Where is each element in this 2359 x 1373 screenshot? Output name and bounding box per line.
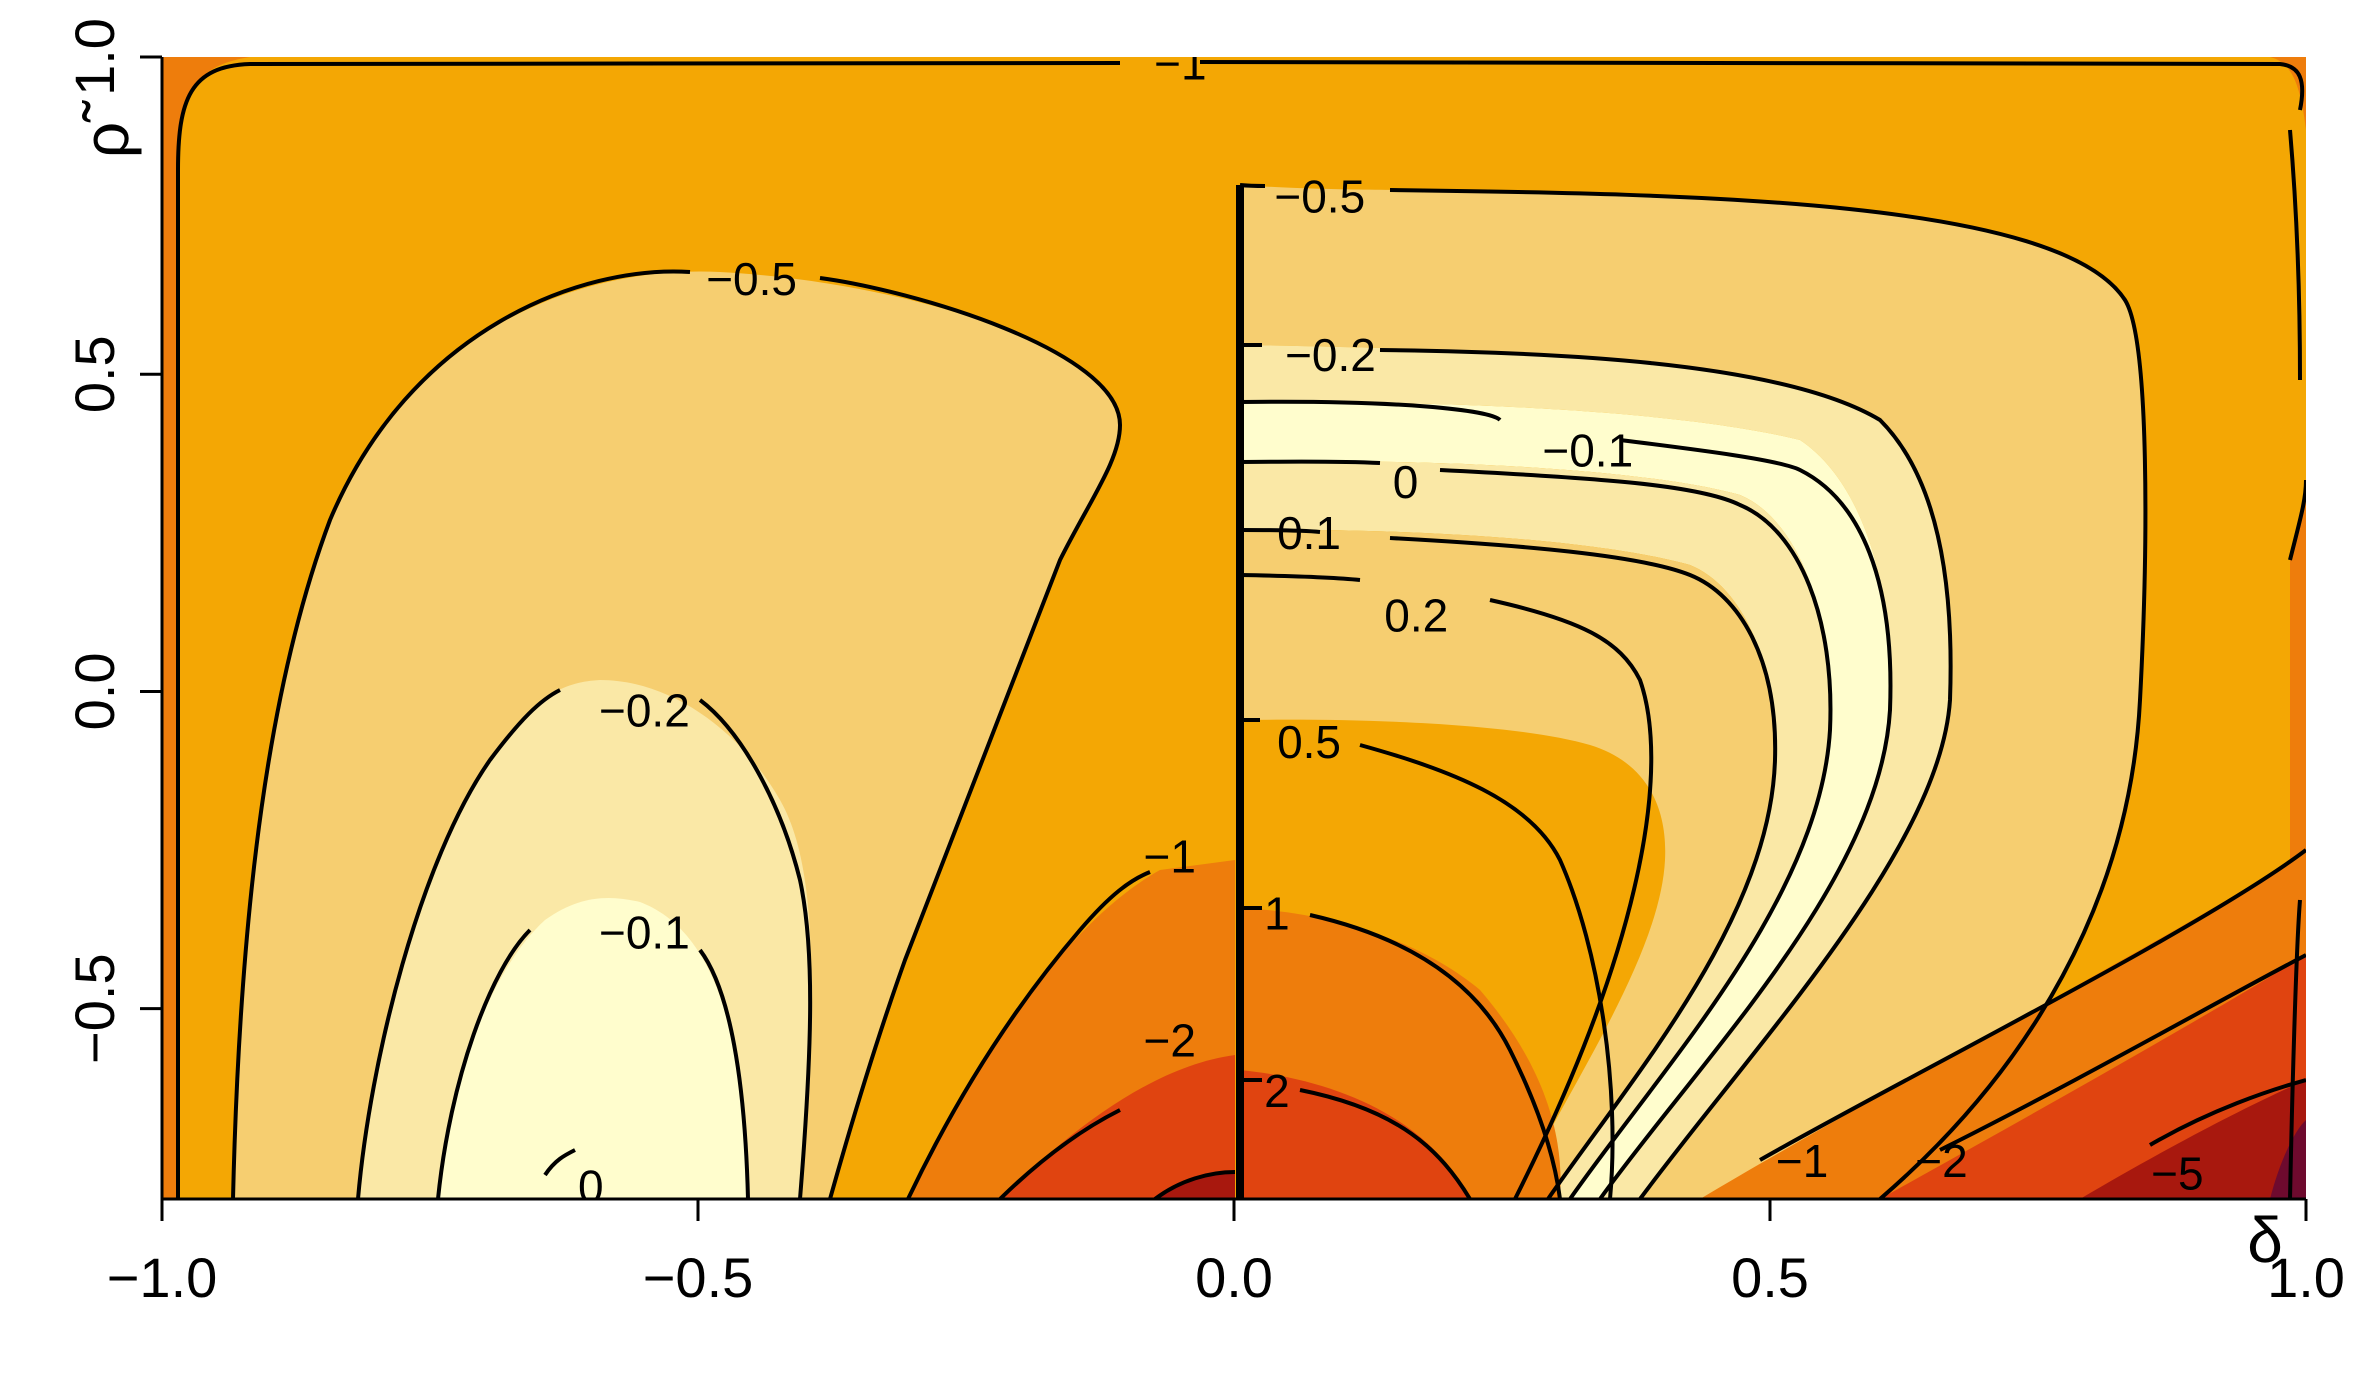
region-right-light-2: [1240, 529, 1776, 1199]
contour-label: −0.1: [599, 907, 690, 959]
contour-line: [2288, 479, 2306, 561]
contour-label: 2: [1264, 1065, 1290, 1117]
region-corner-darkred: [2080, 1080, 2306, 1199]
contour-line: [543, 1148, 576, 1177]
contour-label: 0.1: [1277, 507, 1341, 559]
y-tick-label: −0.5: [63, 953, 126, 1064]
contour-line: [1439, 468, 1833, 1199]
contour-line: [2288, 129, 2302, 381]
contour-line: [1239, 399, 1502, 422]
contour-label: −5: [2151, 1148, 2203, 1200]
contour-label: −2: [1915, 1135, 1967, 1187]
y-tick-label: 0.0: [63, 653, 126, 731]
x-tick-label: 0.0: [1195, 1246, 1273, 1309]
contour-line: [1489, 598, 1654, 1199]
contour-line: [1239, 528, 1321, 534]
contour-lines: [176, 60, 2306, 1199]
region-right-pale-2: [1240, 461, 1831, 1199]
contour-label: −2: [1143, 1014, 1195, 1066]
contour-label: 0: [1393, 456, 1419, 508]
contour-line: [1299, 1088, 1472, 1199]
region-middle-darkred: [1155, 1172, 1235, 1199]
contour-line: [1759, 848, 2306, 1162]
contour-line: [231, 269, 691, 1199]
contour-line: [176, 61, 1121, 1199]
contour-line: [906, 870, 1151, 1199]
contour-label: −1: [1776, 1135, 1828, 1187]
x-axis-ticks: −1.0 −0.5 0.0 0.5 1.0: [107, 1199, 2345, 1309]
contour-line: [698, 948, 750, 1199]
contour-line: [1199, 60, 2305, 111]
contour-line: [998, 1108, 1121, 1199]
contour-line: [1239, 459, 1381, 465]
contour-line: [1239, 573, 1361, 582]
x-tick-label: 0.5: [1731, 1246, 1809, 1309]
contour-label: 0: [578, 1160, 604, 1212]
contour-label: −1: [1143, 830, 1195, 882]
region-right-red: [1240, 1070, 1470, 1199]
contour-label: −0.5: [706, 253, 797, 305]
y-axis-ticks: −0.5 0.0 0.5 1.0: [63, 18, 162, 1064]
contour-line: [1389, 536, 1778, 1199]
contour-line: [1389, 188, 2148, 1199]
y-axis-label: ρ̃: [70, 100, 142, 158]
contour-label: −0.2: [1285, 329, 1376, 381]
contour-label: −0.2: [599, 684, 690, 736]
contour-line: [1598, 438, 1893, 1199]
contour-line: [1359, 743, 1615, 1199]
contour-label: 0.5: [1277, 716, 1341, 768]
region-left-lobe-palest: [438, 897, 748, 1199]
region-corner-darkest: [2270, 1120, 2306, 1199]
region-corner-orange: [1700, 480, 2306, 1199]
y-tick-label: 1.0: [63, 18, 126, 96]
x-tick-label: −0.5: [643, 1246, 754, 1309]
contour-line: [1939, 953, 2306, 1152]
contour-label: −1: [1154, 37, 1206, 89]
contour-line: [1379, 348, 1953, 1199]
contour-line: [698, 698, 813, 1199]
contour-line: [1153, 1170, 1236, 1199]
contour-label: 0.2: [1384, 589, 1448, 641]
x-tick-label: 1.0: [2267, 1246, 2345, 1309]
contour-label: 1: [1264, 888, 1290, 940]
region-right-palest: [1240, 401, 1891, 1199]
contour-line: [436, 928, 532, 1199]
plot-area: −1 −0.5 −0.2 −0.1 0 −1 −2 −0.5 −0.2 −0.1 0 0.1 0.2 0.…: [162, 37, 2306, 1212]
x-tick-label: −1.0: [107, 1246, 218, 1309]
region-orange-left-edge: [162, 57, 250, 1199]
region-right-light: [1240, 185, 2146, 1199]
contour-line: [819, 276, 1123, 1199]
x-axis-label: δ: [2247, 1204, 2283, 1276]
contour-labels: −1 −0.5 −0.2 −0.1 0 −1 −2 −0.5 −0.2 −0.1 0 0.1 0.2 0.…: [578, 37, 2204, 1212]
contour-label: −0.1: [1542, 424, 1633, 476]
region-middle-red: [1000, 1055, 1235, 1199]
contour-line: [1309, 913, 1562, 1199]
region-right-pale: [1240, 345, 1951, 1199]
contour-label: −0.5: [1274, 171, 1365, 223]
contour-line: [2288, 899, 2302, 1199]
contour-line: [356, 688, 561, 1199]
contour-line: [1239, 183, 1266, 188]
y-tick-label: 0.5: [63, 335, 126, 413]
